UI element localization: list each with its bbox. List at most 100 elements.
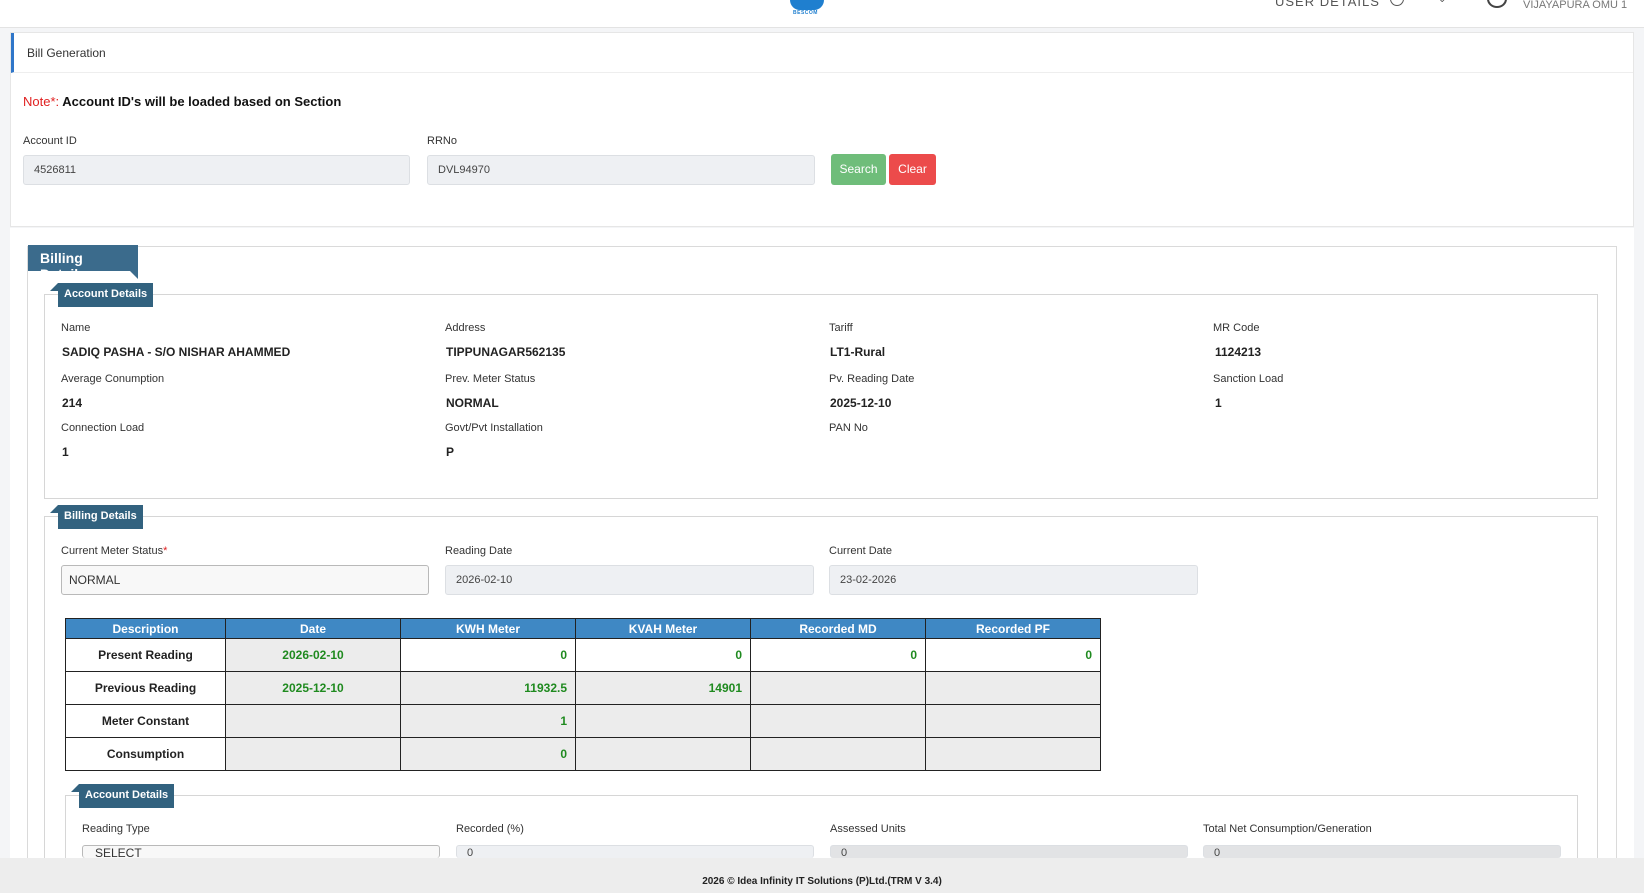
row-description: Meter Constant	[65, 704, 226, 738]
address-label: Address	[445, 322, 486, 334]
billing-details-heading: Billing Details	[28, 245, 138, 282]
meter-constant-pf-cell	[925, 704, 1101, 738]
reading-date-input[interactable]: 2026-02-10	[445, 565, 814, 595]
pv-reading-date-label: Pv. Reading Date	[829, 373, 915, 385]
pan-no-label: PAN No	[829, 422, 868, 434]
table-row: Consumption 0	[65, 737, 1101, 771]
installation-value: P	[446, 445, 455, 459]
current-meter-status-select[interactable]: NORMAL	[61, 565, 429, 595]
avg-consumption-label: Average Conumption	[61, 373, 165, 385]
mr-code-value: 1124213	[1215, 345, 1262, 359]
previous-kvah-cell: 14901	[575, 671, 751, 705]
sanction-load-value: 1	[1215, 396, 1222, 410]
col-header: Date	[225, 618, 401, 639]
table-row: Present Reading 2026-02-10 0 0 0 0	[65, 638, 1101, 672]
note-prefix: Note*:	[23, 94, 60, 109]
sub-account-fieldset	[65, 795, 1578, 858]
avg-consumption-value: 214	[62, 396, 83, 410]
present-md-input[interactable]: 0	[750, 638, 926, 672]
billing-details-tab: Billing Details	[50, 505, 143, 529]
present-pf-input[interactable]: 0	[925, 638, 1101, 672]
meter-constant-kwh-cell: 1	[400, 704, 576, 738]
name-label: Name	[61, 322, 91, 334]
office-name: VIJAYAPURA OMU 1	[1523, 0, 1628, 11]
connection-load-label: Connection Load	[61, 422, 145, 434]
account-id-input[interactable]: 4526811	[23, 155, 410, 185]
consumption-pf-cell	[925, 737, 1101, 771]
assessed-units-label: Assessed Units	[830, 823, 906, 835]
table-header-row: Description Date KWH Meter KVAH Meter Re…	[65, 618, 1101, 639]
current-meter-status-label: Current Meter Status*	[61, 545, 167, 557]
consumption-kwh-cell: 0	[400, 737, 576, 771]
page-title: Bill Generation	[11, 33, 1633, 73]
sub-account-tab: Account Details	[70, 784, 175, 808]
note-text: Account ID's will be loaded based on Sec…	[62, 94, 342, 109]
col-header: Recorded MD	[750, 618, 926, 639]
footer: 2026 © Idea Infinity IT Solutions (P)Ltd…	[0, 858, 1644, 893]
row-description: Previous Reading	[65, 671, 226, 705]
reading-date-label: Reading Date	[445, 545, 513, 557]
section-note: Note*: Account ID's will be loaded based…	[23, 94, 341, 109]
user-details-label[interactable]: USER DETAILS	[1275, 0, 1380, 9]
rrno-label: RRNo	[427, 135, 457, 147]
billing-details-fieldset	[44, 516, 1598, 858]
user-avatar-icon[interactable]	[1487, 0, 1507, 8]
previous-kwh-cell: 11932.5	[400, 671, 576, 705]
consumption-md-cell	[750, 737, 926, 771]
prev-meter-status-label: Prev. Meter Status	[445, 373, 536, 385]
net-consumption-input: 0	[1203, 845, 1561, 858]
reading-type-select[interactable]: SELECT	[82, 845, 440, 858]
current-date-input: 23-02-2026	[829, 565, 1198, 595]
sanction-load-label: Sanction Load	[1213, 373, 1284, 385]
bill-generation-card: Bill Generation Note*: Account ID's will…	[10, 32, 1634, 227]
recorded-input[interactable]: 0	[456, 845, 814, 858]
account-id-label: Account ID	[23, 135, 77, 147]
logo-text: BESCOM	[793, 10, 818, 16]
recorded-label: Recorded (%)	[456, 823, 524, 835]
present-kvah-input[interactable]: 0	[575, 638, 751, 672]
previous-date-cell: 2025-12-10	[225, 671, 401, 705]
present-kwh-input[interactable]: 0	[400, 638, 576, 672]
pv-reading-date-value: 2025-12-10	[830, 396, 892, 410]
name-value: SADIQ PASHA - S/O NISHAR AHAMMED	[62, 345, 291, 359]
col-header: Description	[65, 618, 226, 639]
table-row: Previous Reading 2025-12-10 11932.5 1490…	[65, 671, 1101, 705]
address-value: TIPPUNAGAR562135	[446, 345, 566, 359]
tariff-label: Tariff	[829, 322, 853, 334]
reading-type-label: Reading Type	[82, 823, 150, 835]
present-date-cell: 2026-02-10	[225, 638, 401, 672]
installation-label: Govt/Pvt Installation	[445, 422, 543, 434]
tariff-value: LT1-Rural	[830, 345, 886, 359]
net-consumption-label: Total Net Consumption/Generation	[1203, 823, 1372, 835]
connection-load-value: 1	[62, 445, 69, 459]
chevron-down-icon[interactable]: ⌄	[1438, 0, 1446, 5]
meter-constant-md-cell	[750, 704, 926, 738]
current-meter-status-text: Current Meter Status	[61, 545, 164, 557]
mr-code-label: MR Code	[1213, 322, 1260, 334]
row-description: Present Reading	[65, 638, 226, 672]
clear-button[interactable]: Clear	[889, 154, 936, 185]
current-date-label: Current Date	[829, 545, 892, 557]
col-header: KWH Meter	[400, 618, 576, 639]
consumption-kvah-cell	[575, 737, 751, 771]
user-info-icon[interactable]	[1390, 0, 1404, 6]
readings-table: Description Date KWH Meter KVAH Meter Re…	[65, 618, 1101, 771]
previous-md-cell	[750, 671, 926, 705]
required-marker: *	[163, 545, 168, 557]
rrno-input[interactable]: DVL94970	[427, 155, 815, 185]
meter-constant-date-cell	[225, 704, 401, 738]
meter-constant-kvah-cell	[575, 704, 751, 738]
prev-meter-status-value: NORMAL	[446, 396, 499, 410]
row-description: Consumption	[65, 737, 226, 771]
account-details-fieldset	[44, 294, 1598, 499]
search-button[interactable]: Search	[831, 154, 886, 185]
assessed-units-input: 0	[830, 845, 1188, 858]
col-header: KVAH Meter	[575, 618, 751, 639]
top-navbar: BESCOM USER DETAILS ⌄ VIJAYAPURA OMU 1	[0, 0, 1644, 28]
previous-pf-cell	[925, 671, 1101, 705]
table-row: Meter Constant 1	[65, 704, 1101, 738]
consumption-date-cell	[225, 737, 401, 771]
col-header: Recorded PF	[925, 618, 1101, 639]
bescom-logo	[790, 0, 824, 10]
account-details-tab: Account Details	[49, 283, 154, 307]
